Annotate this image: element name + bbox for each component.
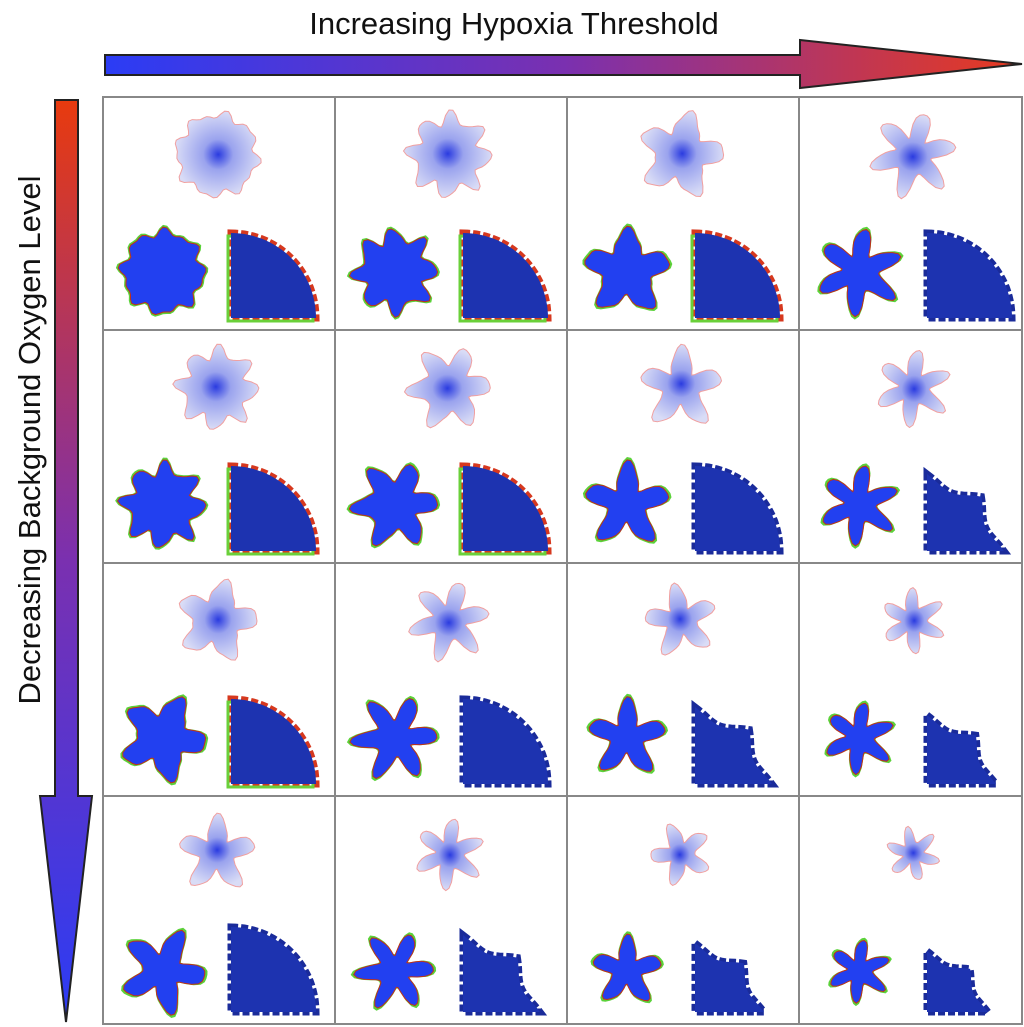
colony — [349, 697, 438, 780]
faint-colony — [402, 109, 493, 198]
colony — [830, 939, 890, 1004]
zoom-quarter — [695, 943, 764, 1012]
y-axis-label: Decreasing Background Oxygen Level — [12, 175, 47, 704]
zoom-quarter — [231, 699, 316, 784]
colony — [348, 228, 439, 319]
colony — [585, 459, 670, 542]
zoom-quarter — [463, 466, 548, 551]
faint-colony — [877, 349, 951, 429]
faint-colony — [172, 343, 260, 430]
colony — [116, 459, 207, 548]
faint-colony — [179, 812, 256, 888]
colony — [588, 696, 666, 772]
faint-colony — [416, 818, 484, 892]
zoom-quarter — [927, 474, 1004, 551]
zoom-quarter — [463, 935, 540, 1012]
zoom-quarter — [927, 715, 996, 784]
zoom-quarter — [231, 233, 316, 318]
faint-colony — [640, 110, 725, 198]
faint-colony — [644, 582, 716, 656]
faint-colony — [408, 582, 490, 663]
panel-grid — [102, 96, 1023, 1025]
zoom-quarter — [463, 699, 548, 784]
y-arrow — [38, 99, 94, 1023]
zoom-quarter — [927, 233, 1012, 318]
colony — [123, 929, 206, 1016]
colony — [122, 696, 207, 784]
faint-colony — [403, 348, 491, 429]
colony — [353, 934, 434, 1009]
zoom-quarter — [695, 466, 780, 551]
zoom-quarter — [927, 951, 988, 1012]
zoom-quarter — [695, 707, 772, 784]
faint-colony — [178, 578, 258, 661]
colony — [117, 226, 207, 316]
faint-colony — [869, 114, 957, 200]
x-arrow — [104, 38, 1023, 90]
faint-colony — [886, 825, 941, 880]
panel — [798, 329, 1023, 564]
colony — [826, 702, 894, 776]
zoom-quarter — [231, 927, 316, 1012]
faint-colony — [640, 343, 723, 424]
colony — [348, 463, 439, 547]
faint-colony — [884, 586, 945, 655]
colony — [592, 933, 662, 1002]
faint-colony — [650, 823, 710, 886]
faint-colony — [174, 110, 262, 199]
x-axis-label: Increasing Hypoxia Threshold — [309, 6, 719, 41]
zoom-quarter — [695, 233, 780, 318]
zoom-quarter — [463, 233, 548, 318]
colony — [819, 229, 902, 318]
panel — [566, 795, 800, 1025]
zoom-quarter — [231, 466, 316, 551]
colony — [584, 225, 671, 310]
colony — [822, 465, 898, 547]
